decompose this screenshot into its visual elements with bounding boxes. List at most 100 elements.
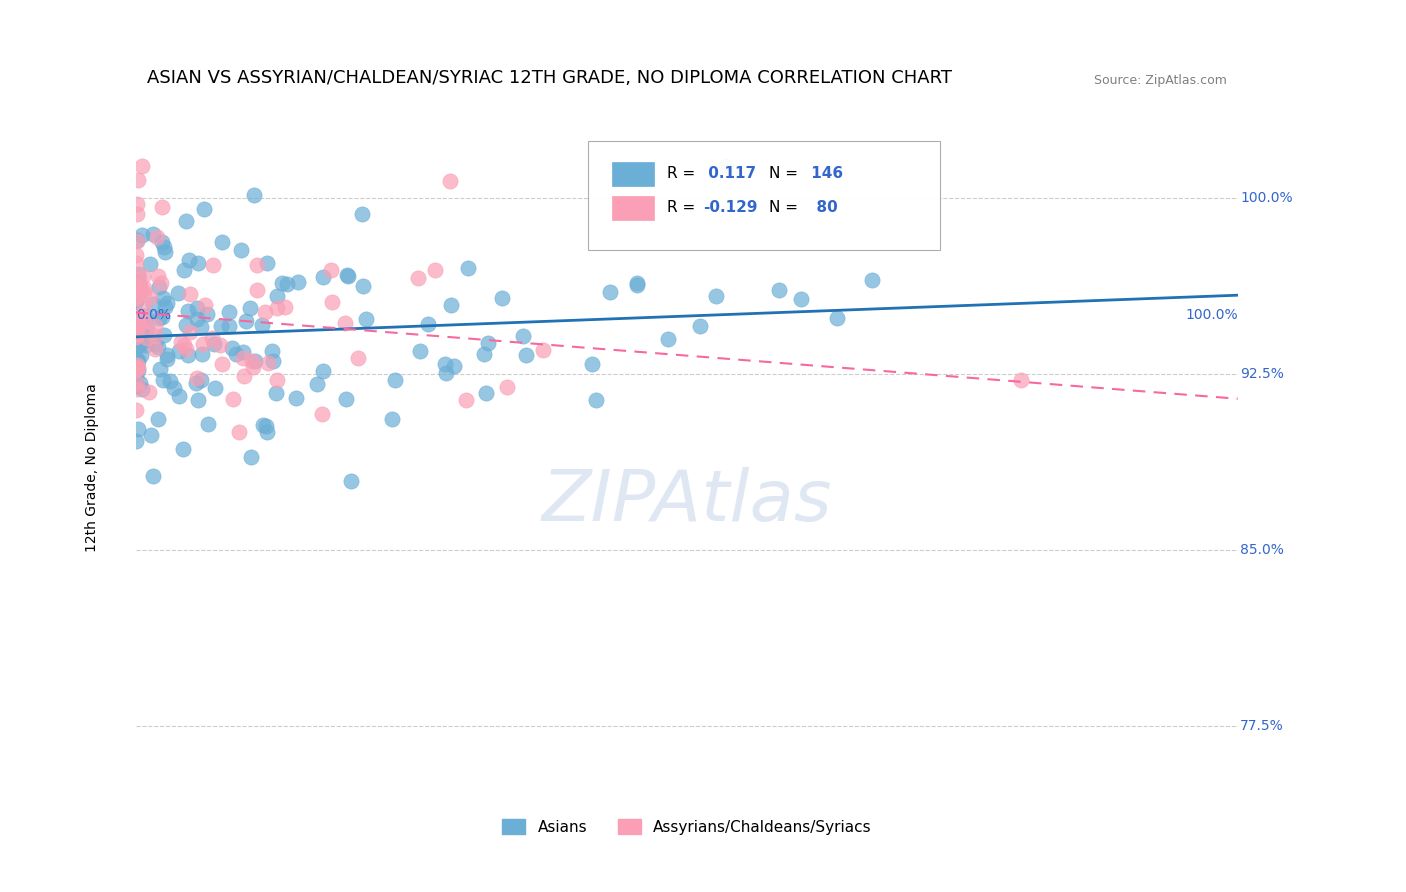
- Point: [131, 159, 153, 173]
- Point: [381, 412, 404, 426]
- Point: [457, 261, 479, 276]
- Text: 100.0%: 100.0%: [1240, 191, 1292, 205]
- Point: [127, 353, 149, 368]
- Point: [340, 474, 363, 488]
- Point: [136, 321, 159, 335]
- Point: [173, 263, 195, 277]
- Point: [186, 376, 208, 390]
- Point: [202, 337, 225, 351]
- Point: [136, 330, 159, 344]
- Point: [125, 334, 148, 349]
- Point: [153, 300, 176, 314]
- Point: [222, 392, 245, 407]
- Point: [228, 425, 250, 439]
- Point: [211, 235, 233, 249]
- Point: [125, 355, 148, 369]
- FancyBboxPatch shape: [612, 161, 654, 186]
- Point: [125, 289, 148, 303]
- Point: [197, 308, 219, 322]
- Point: [129, 376, 152, 390]
- Point: [128, 317, 150, 331]
- Point: [129, 282, 152, 296]
- Text: ASIAN VS ASSYRIAN/CHALDEAN/SYRIAC 12TH GRADE, NO DIPLOMA CORRELATION CHART: ASIAN VS ASSYRIAN/CHALDEAN/SYRIAC 12TH G…: [146, 69, 952, 87]
- Point: [274, 300, 297, 314]
- Point: [434, 358, 457, 372]
- Point: [129, 348, 152, 362]
- Point: [129, 308, 152, 322]
- Legend: Asians, Assyrians/Chaldeans/Syriacs: Asians, Assyrians/Chaldeans/Syriacs: [496, 813, 877, 841]
- Point: [190, 319, 212, 334]
- Point: [156, 351, 179, 366]
- Point: [335, 392, 357, 407]
- Point: [169, 389, 191, 403]
- Text: R =: R =: [666, 167, 695, 181]
- Point: [232, 369, 254, 384]
- Point: [204, 381, 226, 395]
- Point: [187, 256, 209, 270]
- Point: [141, 428, 163, 442]
- Point: [311, 407, 333, 421]
- Point: [347, 351, 370, 366]
- Point: [239, 301, 262, 316]
- Point: [254, 305, 277, 319]
- Point: [187, 393, 209, 408]
- Point: [125, 306, 148, 320]
- Point: [177, 253, 200, 268]
- Point: [354, 312, 377, 326]
- Point: [408, 271, 430, 285]
- Point: [127, 422, 149, 436]
- Point: [626, 277, 648, 292]
- Point: [125, 340, 148, 354]
- Point: [125, 291, 148, 305]
- Point: [146, 269, 169, 284]
- Point: [336, 268, 359, 283]
- Point: [472, 346, 495, 360]
- Point: [242, 354, 264, 368]
- Point: [125, 310, 148, 324]
- Point: [152, 291, 174, 305]
- Point: [127, 234, 149, 248]
- Point: [135, 310, 157, 324]
- Point: [139, 257, 162, 271]
- Point: [456, 393, 478, 408]
- Point: [134, 285, 156, 300]
- Point: [179, 287, 201, 301]
- Point: [132, 269, 155, 284]
- Point: [156, 348, 179, 362]
- Point: [218, 305, 240, 319]
- Point: [167, 344, 190, 359]
- Point: [125, 370, 148, 384]
- Point: [129, 333, 152, 347]
- Point: [350, 207, 373, 221]
- Point: [145, 230, 167, 244]
- Point: [150, 201, 173, 215]
- Point: [319, 262, 342, 277]
- Point: [125, 363, 148, 377]
- Point: [125, 382, 148, 396]
- Point: [252, 417, 274, 432]
- Point: [232, 345, 254, 359]
- Point: [156, 296, 179, 310]
- Point: [125, 233, 148, 247]
- Point: [266, 289, 288, 303]
- Point: [153, 245, 176, 260]
- Point: [186, 370, 208, 384]
- Point: [232, 351, 254, 365]
- Point: [409, 343, 432, 358]
- Point: [434, 366, 457, 380]
- Point: [138, 384, 160, 399]
- Point: [159, 374, 181, 388]
- Point: [201, 258, 224, 272]
- Point: [714, 159, 737, 173]
- Point: [256, 355, 278, 369]
- Point: [170, 334, 193, 349]
- Point: [384, 373, 406, 387]
- Point: [127, 363, 149, 377]
- Point: [252, 318, 274, 332]
- Text: 0.117: 0.117: [703, 167, 756, 181]
- Point: [242, 360, 264, 375]
- Point: [153, 327, 176, 342]
- Point: [270, 276, 292, 290]
- Point: [276, 277, 298, 292]
- Text: -0.129: -0.129: [703, 201, 758, 216]
